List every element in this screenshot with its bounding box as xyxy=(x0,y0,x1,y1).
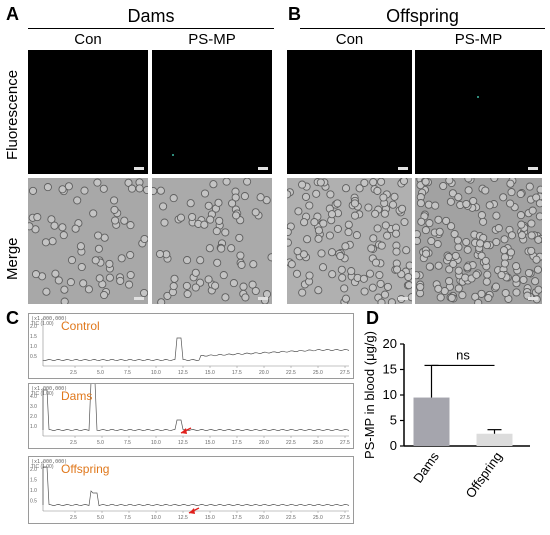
merge-image-b-psmp xyxy=(415,178,542,304)
trace-label-offspring: Offspring xyxy=(61,462,110,476)
y-tick-label: 1.0 xyxy=(30,424,37,430)
panel-a-title: Dams xyxy=(127,6,175,26)
merge-image-a-con xyxy=(28,178,148,304)
panel-b-title: Offspring xyxy=(386,6,459,26)
y-tick-label: 1.5 xyxy=(30,334,37,340)
x-tick-label: 27.5 xyxy=(340,515,350,521)
trace-scale-text: (x1,000,000) xyxy=(31,459,67,465)
trace-tic-text: TIC (1.00) xyxy=(31,321,54,327)
y-tick-label: 2.0 xyxy=(30,324,37,330)
trace-label-control: Control xyxy=(61,319,100,333)
trace-scale-text: (x1,000,000) xyxy=(31,386,67,392)
x-tick-label: Dams xyxy=(410,449,442,486)
significance-label: ns xyxy=(456,347,470,362)
bar-chart: 0 5 10 15 20 PS-MP in blood (μg/g) Dams Offspri… xyxy=(362,331,530,501)
col-label-b-psmp: PS-MP xyxy=(454,31,503,48)
panel-d-letter: D xyxy=(366,308,379,328)
y-tick-label: 1.0 xyxy=(30,488,37,494)
chromatogram-control: (x1,000,000) TIC (1.00) 2.0 1.5 1.0 0.5 2.5 5.0… xyxy=(28,313,354,379)
y-tick-label: 20 xyxy=(383,336,397,351)
x-tick-label: 27.5 xyxy=(340,370,350,376)
fluorescence-image-b-psmp xyxy=(415,50,542,174)
x-tick-label: 20.0 xyxy=(259,370,269,376)
y-tick-label: 0.5 xyxy=(30,354,37,360)
bar-dams xyxy=(413,397,450,446)
x-tick-label: 15.0 xyxy=(205,370,215,376)
panel-b-letter: B xyxy=(288,4,301,24)
bar-offspring xyxy=(476,433,513,446)
col-label-a-psmp: PS-MP xyxy=(188,31,236,48)
panel-b-divider xyxy=(300,28,545,29)
x-tick-label: Offspring xyxy=(463,449,505,501)
chromatogram-trace xyxy=(42,466,350,507)
x-tick-label: 15.0 xyxy=(205,515,215,521)
x-tick-label: 12.5 xyxy=(178,370,188,376)
fluorescence-image-a-psmp xyxy=(152,50,272,174)
trace-label-dams: Dams xyxy=(61,389,93,403)
col-label-a-con: Con xyxy=(74,31,102,48)
x-tick-label: 10.0 xyxy=(151,370,161,376)
trace-tic-text: TIC (1.00) xyxy=(31,464,54,470)
x-tick-label: 25.0 xyxy=(313,440,323,446)
x-tick-label: 7.5 xyxy=(124,515,131,521)
y-tick-label: 10 xyxy=(383,387,397,402)
x-tick-label: 25.0 xyxy=(313,515,323,521)
x-tick-label: 5.0 xyxy=(97,370,104,376)
chromatogram-trace xyxy=(42,337,350,361)
row-label-fluorescence: Fluorescence xyxy=(4,69,21,160)
panel-a-divider xyxy=(28,28,274,29)
x-tick-label: 7.5 xyxy=(124,440,131,446)
x-tick-label: 27.5 xyxy=(340,440,350,446)
y-tick-label: 2.0 xyxy=(30,414,37,420)
x-tick-label: 20.0 xyxy=(259,440,269,446)
y-tick-label: 5 xyxy=(390,413,397,428)
x-tick-label: 22.5 xyxy=(286,370,296,376)
y-tick-label: 15 xyxy=(383,362,397,377)
trace-scale-text: (x1,000,000) xyxy=(31,316,67,322)
red-arrow-icon xyxy=(180,427,192,434)
x-tick-label: 15.0 xyxy=(205,440,215,446)
y-tick-label: 0 xyxy=(390,438,397,453)
y-tick-label: 0.5 xyxy=(30,499,37,505)
x-tick-label: 2.5 xyxy=(70,370,77,376)
x-tick-label: 2.5 xyxy=(70,515,77,521)
y-tick-label: 1.5 xyxy=(30,478,37,484)
x-tick-label: 12.5 xyxy=(178,440,188,446)
y-tick-label: 1.0 xyxy=(30,344,37,350)
trace-tic-text: TIC (1.00) xyxy=(31,391,54,397)
x-tick-label: 17.5 xyxy=(232,370,242,376)
y-tick-label: 4.0 xyxy=(30,394,37,400)
x-tick-label: 20.0 xyxy=(259,515,269,521)
x-tick-label: 5.0 xyxy=(97,515,104,521)
y-tick-label: 2.0 xyxy=(30,467,37,473)
x-tick-label: 17.5 xyxy=(232,440,242,446)
x-tick-label: 10.0 xyxy=(151,440,161,446)
red-arrow-icon xyxy=(188,507,200,514)
merge-image-b-con xyxy=(287,178,412,304)
y-axis-label: PS-MP in blood (μg/g) xyxy=(362,331,377,459)
merge-image-a-psmp xyxy=(152,178,272,304)
panel-c-letter: C xyxy=(6,308,19,328)
fluorescence-image-a-con xyxy=(28,50,148,174)
row-label-merge: Merge xyxy=(4,237,21,280)
chromatogram-dams: (x1,000,000) TIC (1.00) 4.0 3.0 2.0 1.0 2.5 5.0… xyxy=(28,381,354,449)
x-tick-label: 17.5 xyxy=(232,515,242,521)
panel-a-letter: A xyxy=(6,4,19,24)
x-tick-label: 22.5 xyxy=(286,515,296,521)
chromatogram-offspring: (x1,000,000) TIC (1.00) 2.0 1.5 1.0 0.5 2.5 5.0… xyxy=(28,456,354,524)
x-tick-label: 7.5 xyxy=(124,370,131,376)
y-tick-label: 3.0 xyxy=(30,404,37,410)
fluorescence-image-b-con xyxy=(287,50,412,174)
col-label-b-con: Con xyxy=(335,31,364,48)
x-tick-label: 10.0 xyxy=(151,515,161,521)
x-tick-label: 12.5 xyxy=(178,515,188,521)
x-tick-label: 2.5 xyxy=(70,440,77,446)
x-tick-label: 5.0 xyxy=(97,440,104,446)
x-tick-label: 22.5 xyxy=(286,440,296,446)
x-tick-label: 25.0 xyxy=(313,370,323,376)
